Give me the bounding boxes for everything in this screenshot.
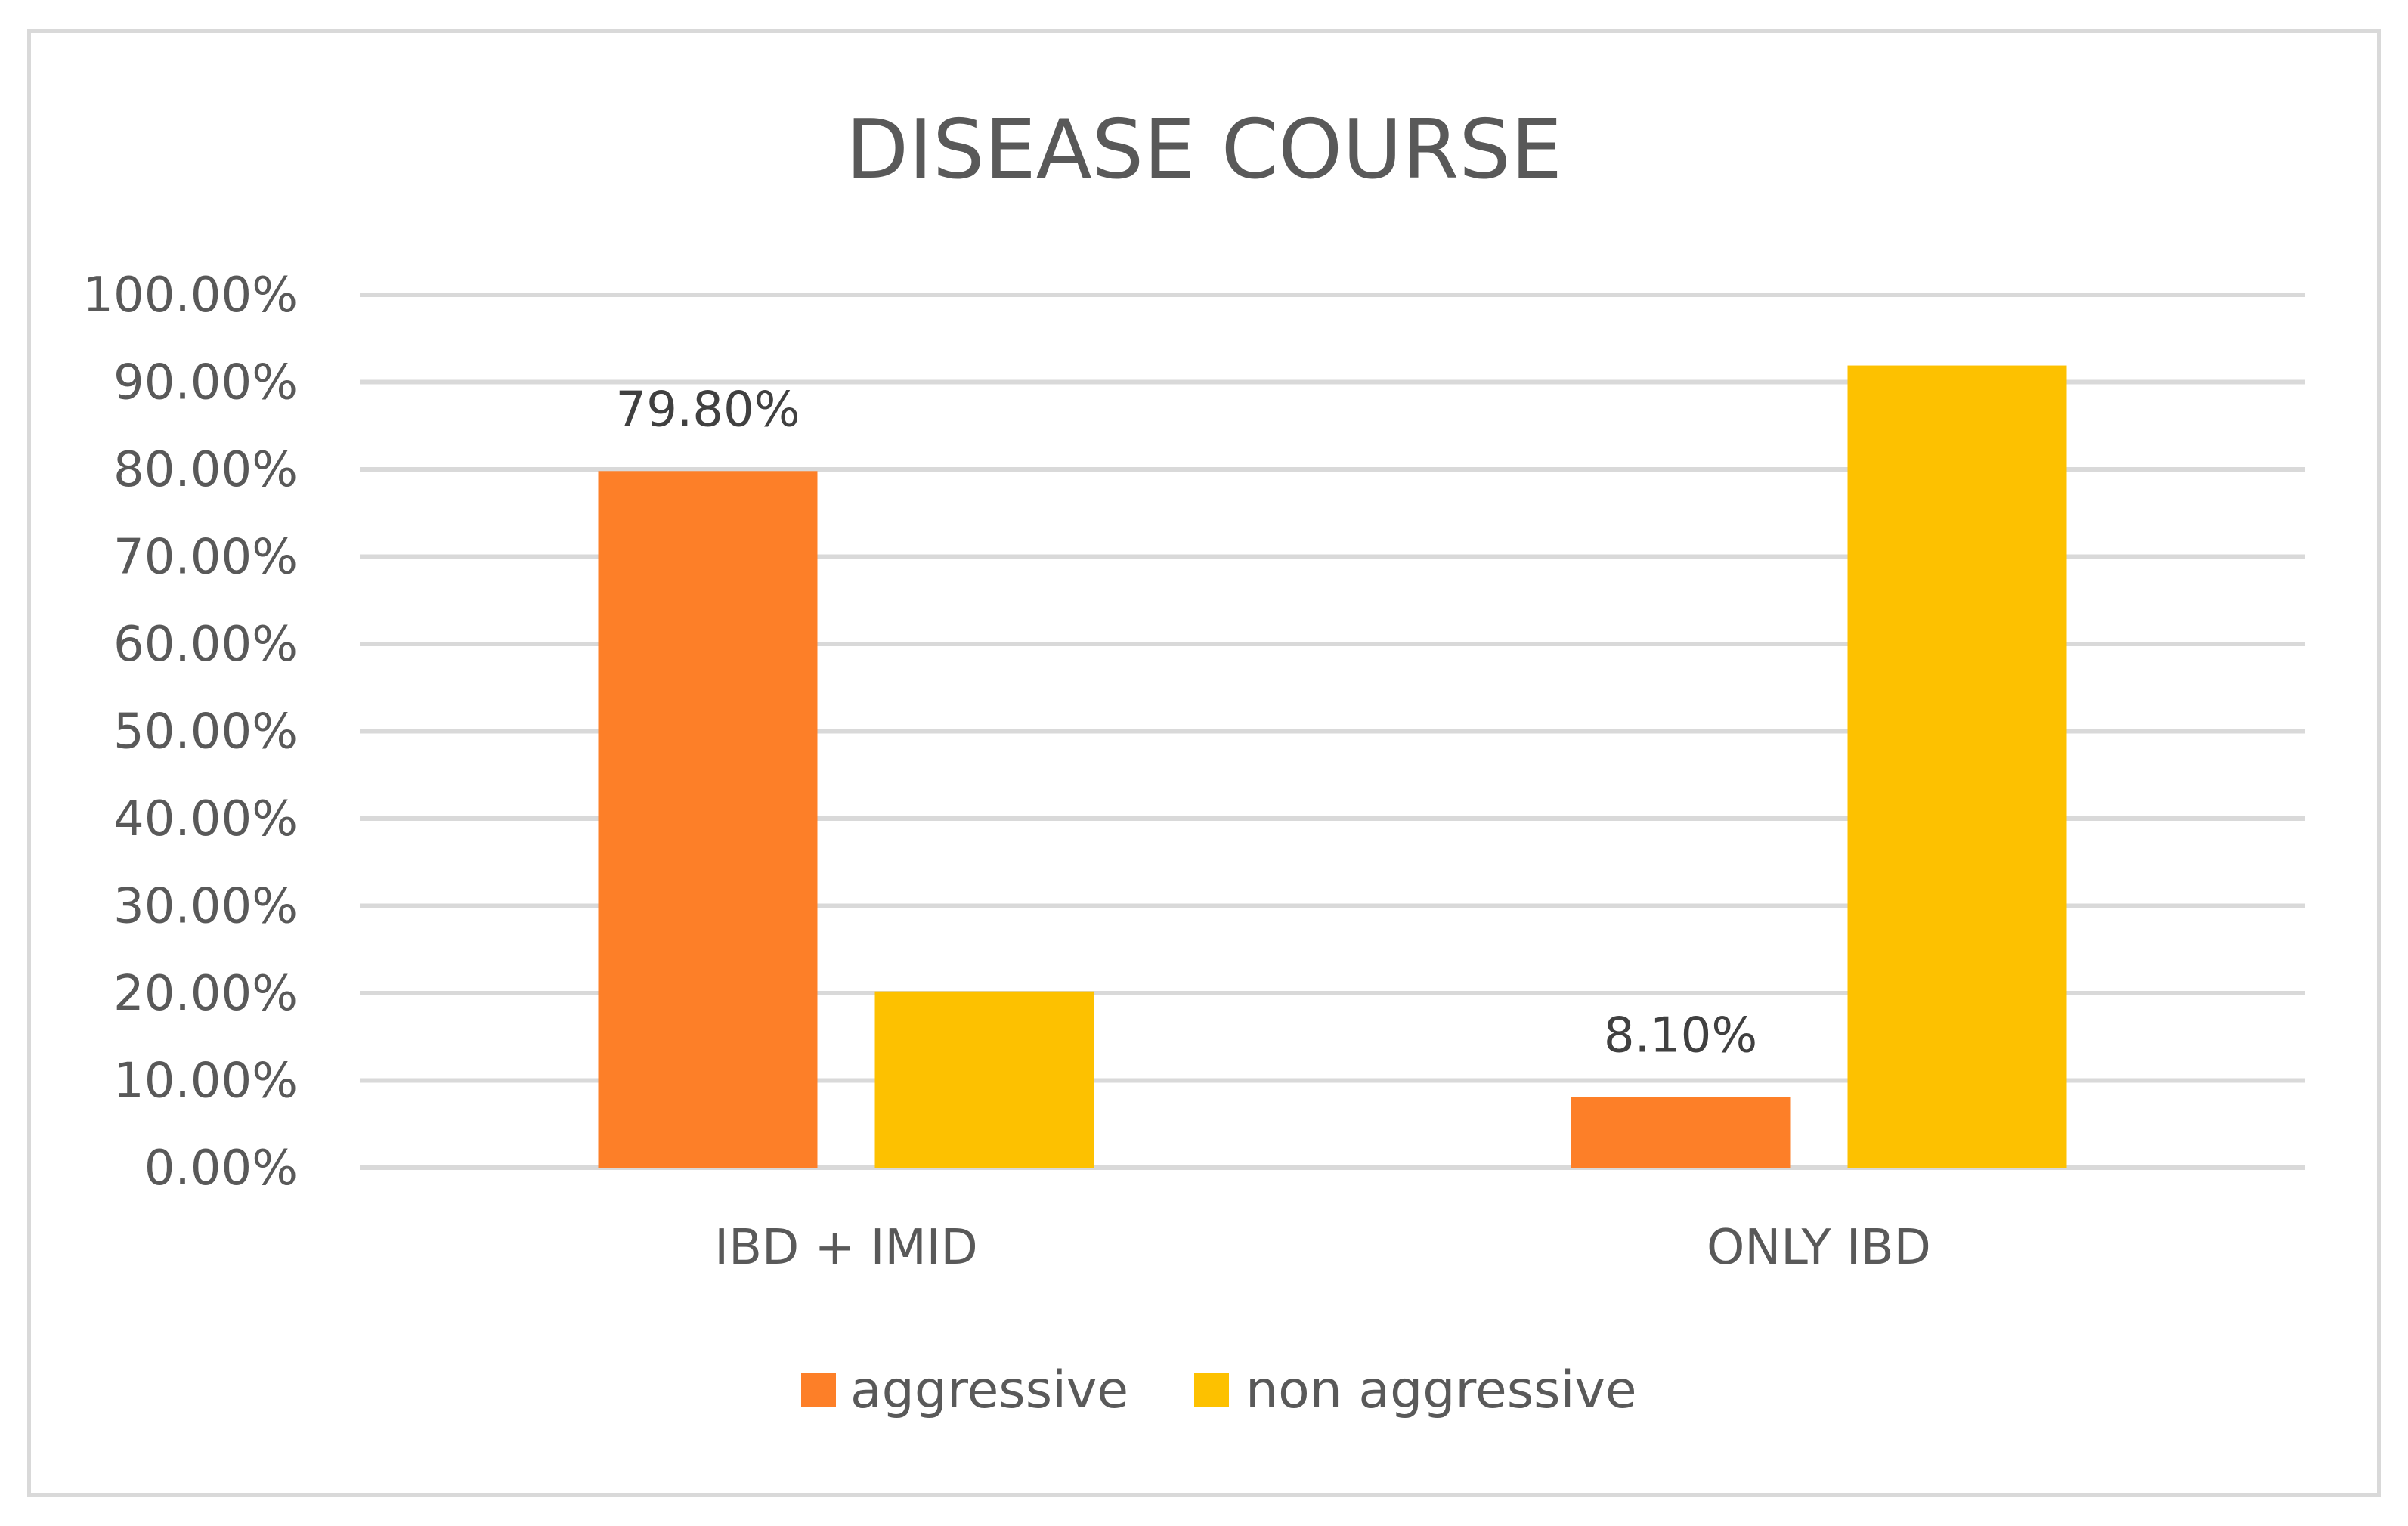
data-labels: 79.80% 8.10% — [615, 382, 1757, 1063]
y-tick-label: 20.00% — [113, 966, 298, 1022]
y-tick-label: 60.00% — [113, 617, 298, 673]
y-tick-label: 90.00% — [113, 355, 298, 411]
legend: aggressive non aggressive — [801, 1360, 1637, 1420]
x-category-label: ONLY IBD — [1707, 1220, 1931, 1276]
bars — [598, 365, 2067, 1168]
data-label: 8.10% — [1604, 1008, 1757, 1063]
y-tick-label: 100.00% — [82, 268, 298, 323]
y-tick-label: 40.00% — [113, 791, 298, 847]
bar-non-aggressive-1 — [1847, 365, 2067, 1168]
bar-aggressive-1 — [1571, 1097, 1791, 1168]
y-tick-label: 80.00% — [113, 442, 298, 498]
y-tick-label: 0.00% — [144, 1141, 298, 1196]
y-tick-label: 30.00% — [113, 879, 298, 935]
y-tick-label: 70.00% — [113, 530, 298, 586]
legend-swatch — [1194, 1373, 1229, 1407]
x-axis-category-labels: IBD + IMID ONLY IBD — [714, 1220, 1931, 1276]
legend-swatch — [801, 1373, 836, 1407]
y-tick-label: 50.00% — [113, 704, 298, 760]
chart-title: DISEASE COURSE — [846, 103, 1562, 197]
data-label: 79.80% — [615, 382, 800, 438]
bar-aggressive-0 — [598, 471, 818, 1168]
bar-non-aggressive-0 — [874, 991, 1094, 1168]
x-category-label: IBD + IMID — [714, 1220, 978, 1276]
legend-label: aggressive — [850, 1360, 1128, 1420]
y-axis-tick-labels: 0.00% 10.00% 20.00% 30.00% 40.00% 50.00% 60.00… — [82, 268, 298, 1196]
y-tick-label: 10.00% — [113, 1054, 298, 1110]
legend-label: non aggressive — [1246, 1360, 1637, 1420]
